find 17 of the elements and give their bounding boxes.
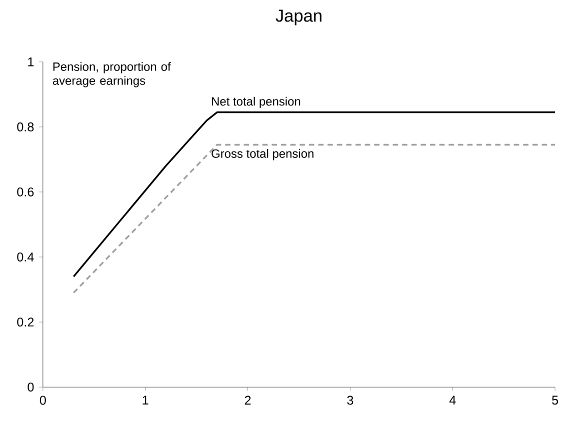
chart-title: Japan [276,10,322,26]
x-tick-label: 2 [244,396,251,405]
y-tick-label: 0.2 [17,318,34,327]
x-tick-label: 4 [449,396,456,404]
x-tick-label: 3 [347,396,354,405]
series-label: Net total pension [212,96,300,108]
y-tick-label: 0.8 [17,122,34,132]
y-tick-label: 0.4 [17,252,34,262]
x-tick-label: 0 [40,396,46,405]
y-tick-label: 1 [28,58,34,66]
line-series [72,111,556,278]
x-tick-label: 1 [142,396,148,404]
y-tick-label: 0.6 [17,187,34,196]
x-tick-label: 5 [552,396,558,405]
series-label: Gross total pension [212,149,314,160]
y-tick-label: 0 [28,382,34,392]
y-axis-title: Pension, proportion of average earnings [52,62,171,88]
